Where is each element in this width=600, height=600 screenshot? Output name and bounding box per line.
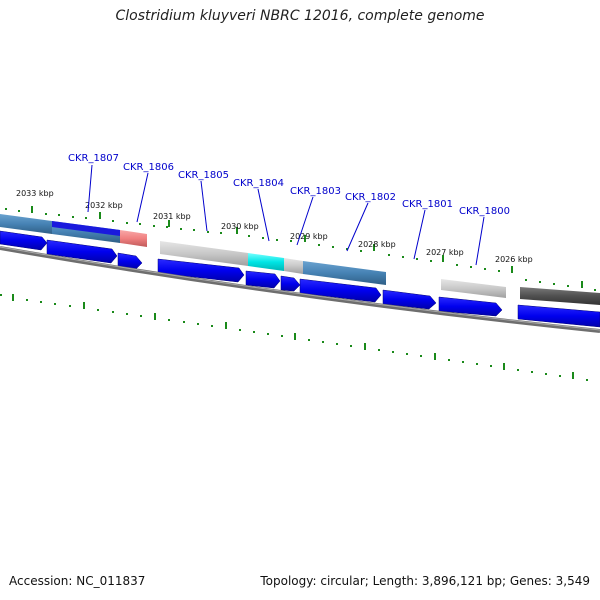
feature-block[interactable] <box>160 241 248 266</box>
map-title: Clostridium kluyveri NBRC 12016, complet… <box>115 8 485 24</box>
genome-backbone <box>0 246 600 333</box>
gene-leader-lines <box>87 164 485 266</box>
scale-label: 2033 kbp <box>16 189 54 198</box>
accession-text: Accession: NC_011837 <box>9 574 146 588</box>
leader-line <box>413 209 426 260</box>
gene-label-ckr-1803[interactable]: CKR_1803 <box>290 186 341 197</box>
gene-arrow[interactable] <box>517 304 600 328</box>
leader-line <box>87 164 93 213</box>
scale-label: 2031 kbp <box>153 212 191 221</box>
gene-label-ckr-1804[interactable]: CKR_1804 <box>233 178 284 189</box>
feature-block[interactable] <box>520 287 600 305</box>
gene-arrow[interactable] <box>280 275 301 292</box>
gene-label-ckr-1807[interactable]: CKR_1807 <box>68 153 119 164</box>
gene-label-ckr-1805[interactable]: CKR_1805 <box>178 170 229 181</box>
gene-arrow[interactable] <box>117 252 143 270</box>
outer-ticks <box>5 206 596 291</box>
scale-label: 2032 kbp <box>85 201 123 210</box>
leader-line <box>136 172 149 223</box>
gene-arrow[interactable] <box>46 239 118 264</box>
gene-arrow[interactable] <box>0 230 48 251</box>
gene-arrow[interactable] <box>438 296 503 317</box>
inner-ticks <box>0 294 588 381</box>
gene-label-ckr-1802[interactable]: CKR_1802 <box>345 192 396 203</box>
feature-block[interactable] <box>441 279 506 298</box>
scale-label: 2027 kbp <box>426 248 464 257</box>
gene-arrow[interactable] <box>245 270 281 289</box>
feature-block[interactable] <box>284 258 303 274</box>
gene-arrow-track <box>0 230 600 328</box>
scale-label: 2028 kbp <box>358 240 396 249</box>
gene-label-ckr-1806[interactable]: CKR_1806 <box>123 162 174 173</box>
feature-block[interactable] <box>120 230 147 247</box>
gene-arrow[interactable] <box>299 278 382 303</box>
genome-summary-text: Topology: circular; Length: 3,896,121 bp… <box>260 574 590 588</box>
feature-block[interactable] <box>303 261 386 285</box>
leader-line <box>296 196 314 246</box>
gene-label-ckr-1800[interactable]: CKR_1800 <box>459 206 510 217</box>
leader-line <box>346 202 369 252</box>
scale-label: 2026 kbp <box>495 255 533 264</box>
scale-label: 2029 kbp <box>290 232 328 241</box>
genome-backbone-highlight <box>0 246 600 331</box>
gene-label-ckr-1801[interactable]: CKR_1801 <box>402 199 453 210</box>
leader-line <box>200 180 208 232</box>
feature-block[interactable] <box>0 214 52 234</box>
leader-line <box>257 188 270 242</box>
gene-arrow[interactable] <box>382 289 437 310</box>
gene-arrow[interactable] <box>157 258 245 283</box>
feature-block[interactable] <box>52 221 120 236</box>
scale-label: 2030 kbp <box>221 222 259 231</box>
feature-track <box>0 214 600 305</box>
leader-line <box>475 216 485 266</box>
feature-block[interactable] <box>248 253 284 271</box>
